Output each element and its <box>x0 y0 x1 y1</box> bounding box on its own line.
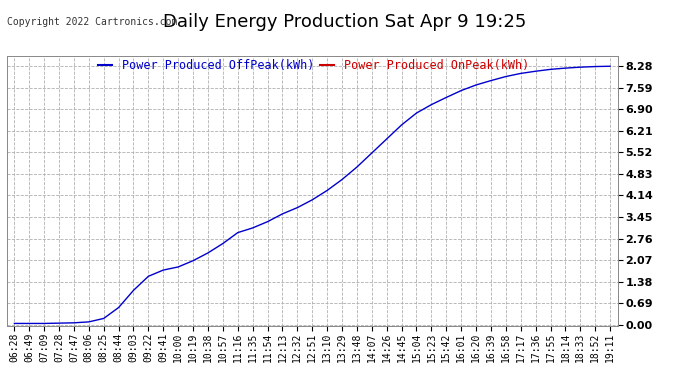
Legend: Power Produced OffPeak(kWh), Power Produced OnPeak(kWh): Power Produced OffPeak(kWh), Power Produ… <box>98 60 529 72</box>
Text: Copyright 2022 Cartronics.com: Copyright 2022 Cartronics.com <box>7 17 177 27</box>
Text: Daily Energy Production Sat Apr 9 19:25: Daily Energy Production Sat Apr 9 19:25 <box>164 13 526 31</box>
